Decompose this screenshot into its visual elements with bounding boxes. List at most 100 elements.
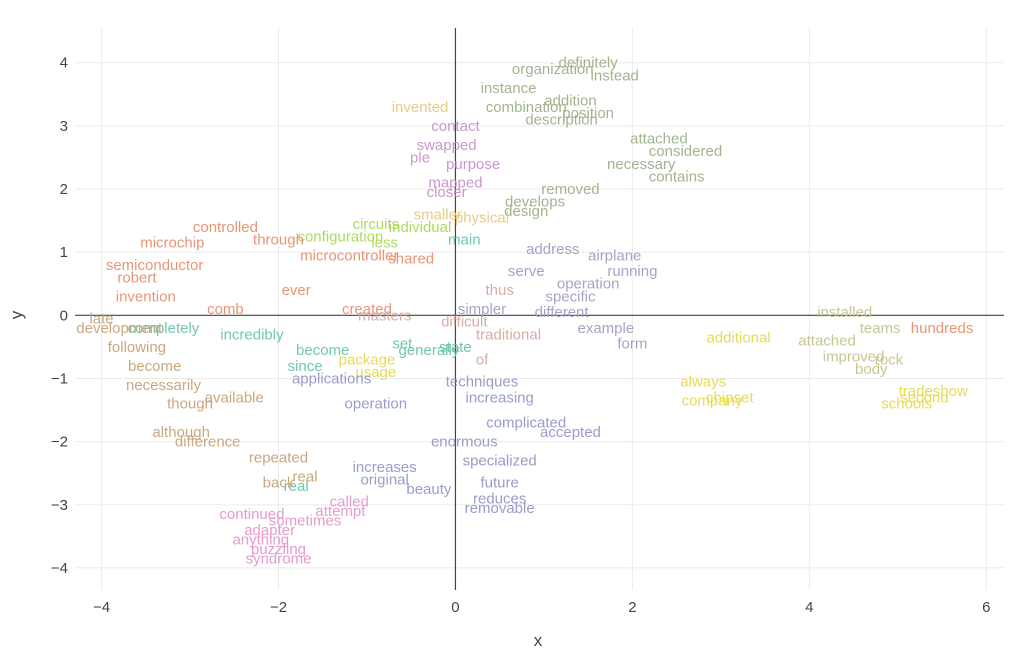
x-tick-label: 4 [805, 599, 813, 616]
text-point: smaller [414, 206, 462, 223]
y-tick-label: −4 [51, 560, 68, 577]
text-point: difficult [441, 314, 488, 331]
x-tick-labels: −4 −2 0 2 4 6 [93, 599, 990, 616]
text-point: syndrome [246, 550, 312, 567]
text-point: less [371, 235, 398, 252]
text-point: rock [875, 352, 904, 369]
text-point: reduces [473, 490, 526, 507]
text-point: schools [881, 396, 932, 413]
text-point: become [296, 342, 349, 359]
text-point: following [108, 339, 166, 356]
text-point: running [607, 263, 657, 280]
text-point: physical [455, 209, 509, 226]
text-point: microchip [140, 235, 204, 252]
text-point: instead [591, 67, 639, 84]
text-point: back [263, 475, 295, 492]
text-point: become [128, 358, 181, 375]
y-tick-label: 1 [60, 244, 68, 261]
text-point: since [288, 358, 323, 375]
text-point: definitely [559, 55, 619, 72]
y-tick-label: 2 [60, 181, 68, 198]
y-tick-label: 0 [60, 307, 68, 324]
text-point: controlled [193, 219, 258, 236]
text-point: original [360, 471, 408, 488]
text-point: development [76, 320, 163, 337]
text-point: serve [508, 263, 545, 280]
text-point: beauty [406, 481, 452, 498]
text-point: late [89, 310, 113, 327]
text-point: hundreds [911, 320, 974, 337]
text-point: removable [465, 500, 535, 517]
text-point: improved [823, 348, 885, 365]
text-point: microcontroller [300, 247, 398, 264]
text-point: addition [544, 93, 597, 110]
text-point: completely [128, 320, 200, 337]
text-point: repeated [249, 449, 308, 466]
x-tick-label: 0 [451, 599, 459, 616]
text-point: operation [557, 276, 620, 293]
text-point: attached [798, 333, 856, 350]
text-point: swapped [417, 137, 477, 154]
y-tick-label: 3 [60, 118, 68, 135]
y-tick-label: 4 [60, 55, 68, 72]
x-tick-label: −4 [93, 599, 110, 616]
text-point: chipset [706, 389, 754, 406]
text-point: though [167, 396, 213, 413]
y-tick-label: −1 [51, 370, 68, 387]
text-point: airplane [588, 247, 641, 264]
text-point: complicated [486, 415, 566, 432]
text-point: develops [505, 194, 565, 211]
text-point: necessary [607, 156, 676, 173]
text-point: puzzling [251, 541, 306, 558]
y-tick-label: −2 [51, 434, 68, 451]
y-tick-labels: −4 −3 −2 −1 0 1 2 3 4 [51, 55, 68, 577]
text-point: specific [545, 288, 596, 305]
text-point: combination [486, 99, 567, 116]
text-point: operation [345, 396, 408, 413]
text-point: organization [512, 61, 594, 78]
text-point: ever [282, 282, 311, 299]
text-point: closer [427, 184, 467, 201]
text-point: masters [358, 307, 411, 324]
text-point: of [476, 352, 489, 369]
text-point: company [682, 393, 743, 410]
text-point: applications [292, 370, 371, 387]
text-point: description [525, 112, 598, 129]
text-point: invented [392, 99, 449, 116]
text-point: teams [860, 320, 901, 337]
x-tick-label: 2 [628, 599, 636, 616]
text-point: instance [481, 80, 537, 97]
text-point: through [253, 232, 304, 249]
gridlines [75, 28, 1004, 590]
y-tick-label: −3 [51, 497, 68, 514]
text-point: main [448, 232, 481, 249]
text-point: mapped [428, 175, 482, 192]
text-point: address [526, 241, 579, 258]
text-point: enormous [431, 434, 498, 451]
text-point: comb [207, 301, 244, 318]
text-point: although [152, 424, 210, 441]
text-point: design [504, 203, 548, 220]
text-point: attempt [315, 503, 366, 520]
text-point: individual [389, 219, 452, 236]
text-point: set [392, 336, 413, 353]
text-point: body [855, 361, 888, 378]
text-point: different [535, 304, 590, 321]
text-point: traditional [476, 326, 541, 343]
text-point: example [578, 320, 635, 337]
x-tick-label: −2 [270, 599, 287, 616]
text-point: adapter [244, 522, 295, 539]
text-point: continued [219, 506, 284, 523]
text-point: difference [175, 434, 241, 451]
text-point: necessarily [126, 377, 202, 394]
text-point: thus [486, 282, 514, 299]
text-point: considered [649, 143, 722, 160]
text-point: specialized [463, 453, 537, 470]
x-axis-title: x [534, 631, 543, 650]
text-point: attached [630, 131, 688, 148]
text-point: shared [388, 250, 434, 267]
text-point: robert [117, 269, 157, 286]
text-point: removed [541, 181, 599, 198]
